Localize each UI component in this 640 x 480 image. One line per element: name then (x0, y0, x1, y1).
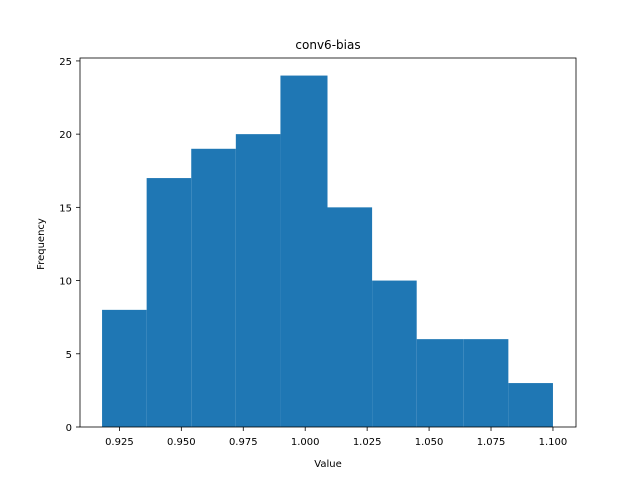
y-tick-label: 5 (66, 350, 72, 361)
histogram-bar-6 (327, 207, 373, 427)
histogram-bar-9 (463, 339, 509, 427)
histogram-bar-2 (146, 178, 192, 427)
y-tick-label: 20 (59, 130, 72, 141)
y-tick-label: 15 (59, 203, 72, 214)
y-tick-label: 25 (59, 57, 72, 68)
x-tick-label: 0.975 (229, 437, 258, 448)
histogram-bar-8 (416, 339, 464, 427)
x-tick-label: 1.100 (539, 437, 568, 448)
x-tick-label: 0.925 (105, 437, 134, 448)
y-tick-label: 0 (66, 423, 72, 434)
plot-frame (79, 57, 577, 428)
y-tick-label: 10 (59, 277, 72, 288)
x-tick-label: 1.050 (415, 437, 444, 448)
histogram-bar-5 (280, 75, 328, 428)
y-axis-label: Frequency (36, 218, 47, 270)
x-tick-label: 1.075 (477, 437, 506, 448)
histogram-bar-4 (235, 134, 281, 427)
bars-group (102, 75, 553, 428)
x-tick-label: 1.000 (291, 437, 320, 448)
histogram-bar-7 (372, 280, 417, 427)
x-tick-label: 0.950 (167, 437, 196, 448)
x-axis-ticks: 0.925 0.950 0.975 1.000 1.025 1.050 1.075 1.100 (105, 427, 567, 448)
histogram-bar-1 (102, 309, 147, 427)
chart-title: conv6-bias (295, 38, 360, 52)
x-tick-label: 1.025 (353, 437, 382, 448)
x-axis-label: Value (314, 459, 341, 470)
histogram-bar-10 (508, 383, 553, 427)
y-axis-ticks: 0 5 10 15 20 25 (59, 57, 80, 434)
histogram-bar-3 (191, 148, 236, 428)
